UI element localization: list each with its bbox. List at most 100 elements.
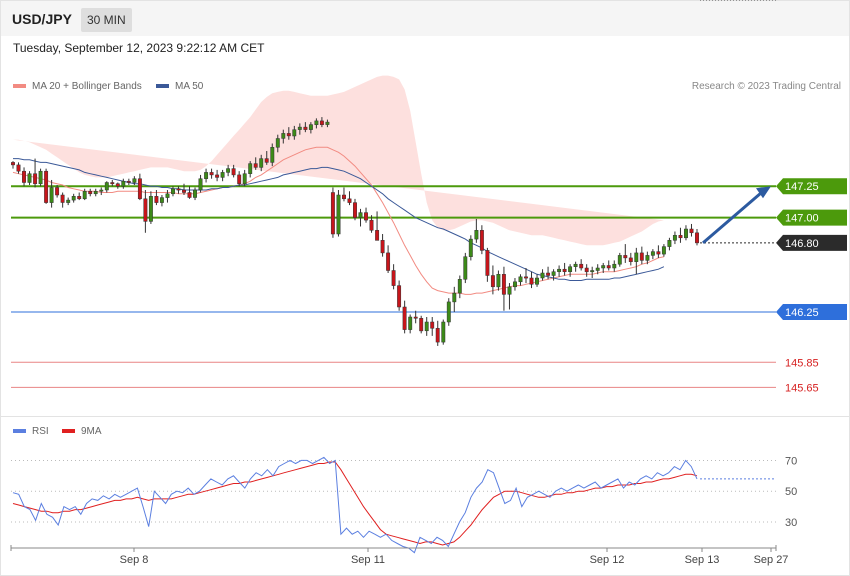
candle-body <box>215 174 220 178</box>
candle-body <box>435 328 440 343</box>
candle-body <box>474 230 479 240</box>
candle-body <box>176 188 181 191</box>
legend-9ma-label: 9MA <box>81 426 102 437</box>
candle-body <box>148 196 153 222</box>
timeframe-button[interactable]: 30 MIN <box>81 8 132 32</box>
candle-body <box>457 279 462 294</box>
level-label-147.25: 147.25 <box>785 181 819 193</box>
candle-body <box>446 301 451 323</box>
ma50-line <box>13 158 665 281</box>
candle-body <box>612 263 617 269</box>
ma50-swatch <box>156 84 169 89</box>
candle-body <box>77 196 82 200</box>
candle-body <box>270 147 275 163</box>
candle-body <box>408 316 413 330</box>
candle-body <box>209 172 214 176</box>
candle-body <box>297 126 302 130</box>
time-axis-label: Sep 8 <box>120 554 149 566</box>
candle-body <box>27 173 32 183</box>
candle-body <box>38 170 43 185</box>
candle-body <box>579 263 584 269</box>
candle-body <box>601 265 606 269</box>
symbol-title: USD/JPY <box>12 11 72 27</box>
candle-body <box>524 276 528 279</box>
candle-body <box>562 268 567 272</box>
candle-body <box>518 276 523 283</box>
candle-body <box>11 162 15 166</box>
rsi-9ma-line <box>12 461 698 546</box>
ma20-line <box>12 146 665 295</box>
legend-rsi-label: RSI <box>32 426 49 437</box>
candle-body <box>242 173 247 185</box>
candle-body <box>55 187 60 196</box>
candle-body <box>397 285 402 308</box>
legend-ma50: MA 50 <box>156 81 203 92</box>
candle-body <box>628 257 633 262</box>
candle-body <box>264 158 269 163</box>
candle-body <box>364 212 368 221</box>
candle-body <box>606 265 611 269</box>
ma20-swatch <box>13 84 26 89</box>
legend-ma20-label: MA 20 + Bollinger Bands <box>32 81 142 92</box>
candle-body <box>672 235 677 241</box>
candle-body <box>639 252 644 261</box>
rsi-swatch <box>13 429 26 434</box>
candle-body <box>430 321 435 329</box>
candle-body <box>104 182 109 191</box>
rsi-tick-label: 50 <box>785 486 797 498</box>
level-tag-resistance <box>776 209 847 226</box>
candle-body <box>501 274 506 295</box>
candle-body <box>479 230 484 251</box>
candle-body <box>165 193 170 198</box>
candle-body <box>468 238 473 257</box>
rsi-line <box>12 456 698 554</box>
candle-body <box>595 267 600 271</box>
candle-body <box>546 272 551 276</box>
level-label-147.00: 147.00 <box>785 213 819 225</box>
candle-body <box>159 197 164 203</box>
candle-body <box>678 235 683 239</box>
candle-body <box>143 198 148 222</box>
candle-body <box>292 129 297 137</box>
candle-body <box>667 240 672 247</box>
legend-ma20: MA 20 + Bollinger Bands <box>13 81 142 92</box>
forecast-arrow-head <box>756 186 771 199</box>
candle-body <box>353 202 357 218</box>
candle-body <box>66 199 71 203</box>
candle-body <box>126 180 131 183</box>
candle-body <box>330 192 335 235</box>
candle-body <box>220 172 225 178</box>
candle-body <box>584 267 589 273</box>
candle-body <box>248 163 253 174</box>
candle-body <box>275 138 280 148</box>
level-label-145.85: 145.85 <box>785 357 819 369</box>
candle-body <box>99 189 104 192</box>
candle-body <box>93 191 98 195</box>
candle-body <box>286 133 291 137</box>
candle-body <box>386 252 391 271</box>
level-tag-resistance <box>776 178 847 195</box>
candle-body <box>137 178 142 200</box>
candle-body <box>115 183 120 187</box>
candle-body <box>342 194 346 200</box>
level-tag-last <box>776 234 847 251</box>
header-bar: USD/JPY 30 MIN <box>1 1 849 36</box>
candle-body <box>281 133 286 139</box>
candle-body <box>193 189 197 198</box>
candle-body <box>71 196 76 201</box>
candle-body <box>656 251 661 255</box>
candle-body <box>623 255 628 259</box>
candle-body <box>22 170 26 183</box>
candle-body <box>529 277 534 285</box>
time-axis-label: Sep 13 <box>685 554 720 566</box>
candle-body <box>121 180 126 187</box>
legend-9ma: 9MA <box>62 426 102 437</box>
candle-body <box>347 198 352 203</box>
candle-body <box>319 120 324 125</box>
candle-body <box>695 232 699 244</box>
credit-text: Research © 2023 Trading Central <box>691 81 841 92</box>
candle-body <box>452 292 457 303</box>
candle-body <box>645 255 650 261</box>
candle-body <box>314 120 319 125</box>
panel-separator <box>1 416 849 417</box>
